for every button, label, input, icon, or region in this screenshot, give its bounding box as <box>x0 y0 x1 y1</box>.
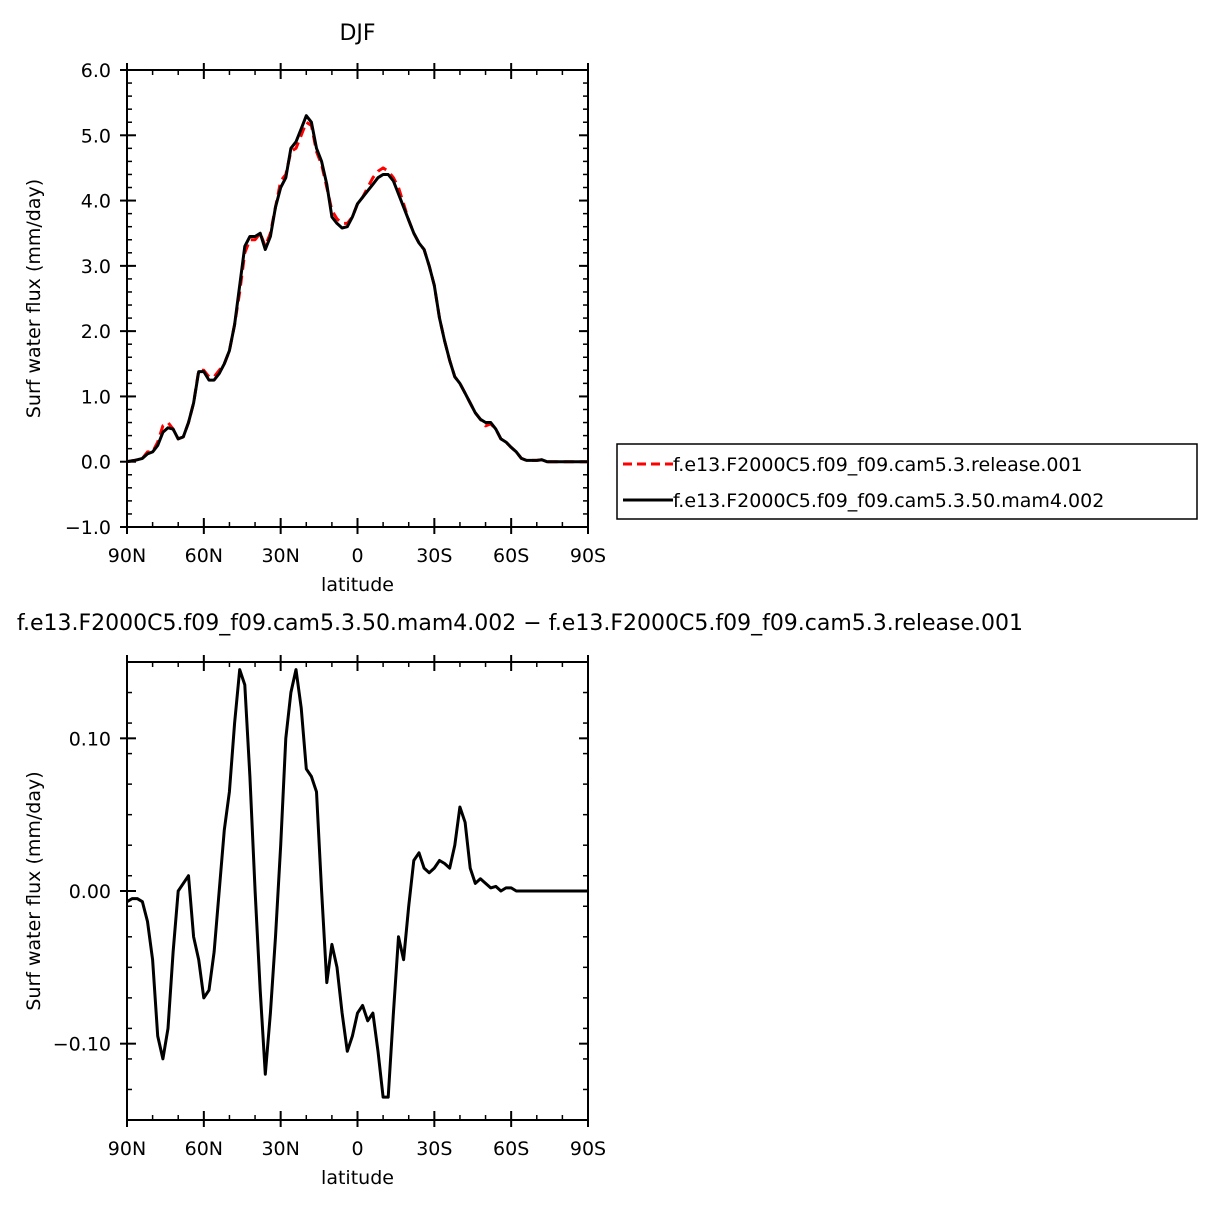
y-tick-label: 3.0 <box>81 256 111 278</box>
series-line-1 <box>127 114 588 464</box>
y-axis-label: Surf water flux (mm/day) <box>23 771 45 1010</box>
y-tick-label: 1.0 <box>81 386 111 408</box>
y-tick-label: −0.10 <box>53 1034 111 1056</box>
legend-label-1: f.e13.F2000C5.f09_f09.cam5.3.50.mam4.002 <box>673 490 1104 512</box>
x-tick-label: 0 <box>351 1138 363 1160</box>
y-tick-label: 4.0 <box>81 191 111 213</box>
legend-box <box>616 443 1198 520</box>
x-tick-label: 90N <box>108 545 146 567</box>
x-tick-label: 0 <box>351 545 363 567</box>
y-tick-label: 0.00 <box>69 881 111 903</box>
y-tick-label: 0.10 <box>69 728 111 750</box>
y-tick-label: 0.0 <box>81 452 111 474</box>
x-tick-label: 60S <box>493 1138 529 1160</box>
x-tick-label: 30S <box>416 545 452 567</box>
y-axis-label: Surf water flux (mm/day) <box>23 179 45 418</box>
x-tick-label: 30N <box>261 545 299 567</box>
series-line-0 <box>127 120 588 464</box>
y-tick-label: 5.0 <box>81 125 111 147</box>
x-tick-label: 60N <box>185 545 223 567</box>
x-tick-label: 60N <box>185 1138 223 1160</box>
x-axis-label: latitude <box>321 574 394 596</box>
chart-legend: f.e13.F2000C5.f09_f09.cam5.3.release.001… <box>616 443 1198 520</box>
x-tick-label: 90S <box>570 1138 606 1160</box>
chart-panel-top: −1.0 0.0 1.0 2.0 3.0 4.0 5.0 6.0 90N 60N 30N 0 30S 60… <box>23 21 606 596</box>
y-tick-label: 2.0 <box>81 321 111 343</box>
x-tick-label: 60S <box>493 545 529 567</box>
chart-title: DJF <box>339 21 375 46</box>
x-tick-label: 30N <box>261 1138 299 1160</box>
x-tick-label: 30S <box>416 1138 452 1160</box>
x-tick-label: 90N <box>108 1138 146 1160</box>
chart-title: f.e13.F2000C5.f09_f09.cam5.3.50.mam4.002… <box>17 611 1023 636</box>
plot-frame <box>126 69 589 528</box>
y-tick-label: −1.0 <box>65 517 111 539</box>
x-axis-label: latitude <box>321 1167 394 1189</box>
series-line-0 <box>127 668 588 1099</box>
x-tick-label: 90S <box>570 545 606 567</box>
chart-panel-bottom: −0.10 0.00 0.10 90N 60N 30N 0 30S 60S 90S latitude… <box>17 611 1023 1189</box>
legend-label-0: f.e13.F2000C5.f09_f09.cam5.3.release.001 <box>673 454 1083 476</box>
y-tick-label: 6.0 <box>81 60 111 82</box>
